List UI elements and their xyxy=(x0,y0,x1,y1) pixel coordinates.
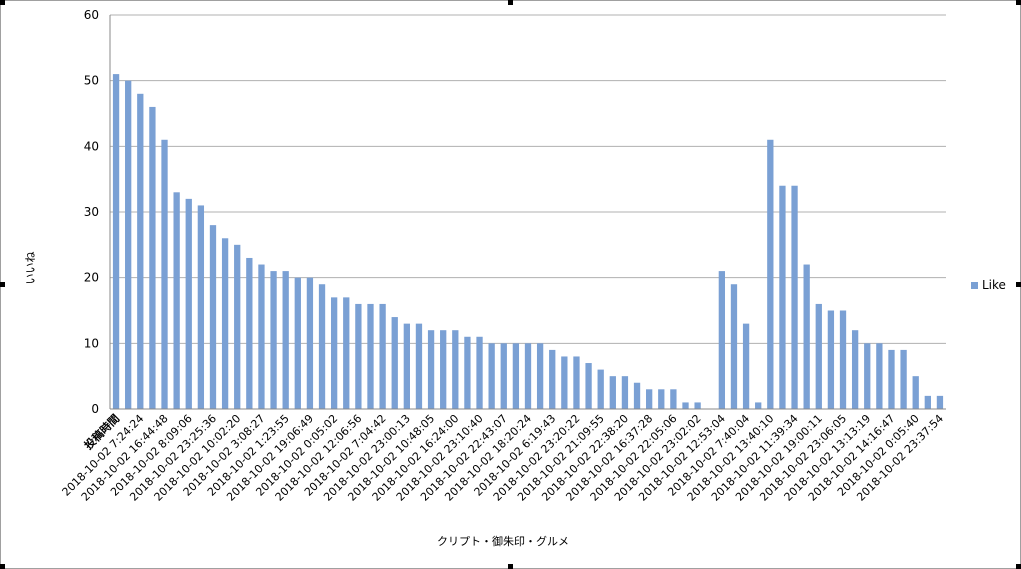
legend-label: Like xyxy=(982,278,1006,292)
bar xyxy=(900,349,907,409)
bar xyxy=(306,277,314,409)
bar xyxy=(827,310,835,409)
bar xyxy=(864,343,871,409)
bar xyxy=(585,363,592,409)
bar xyxy=(536,343,544,409)
y-tick-label: 30 xyxy=(84,205,99,219)
bars xyxy=(112,74,944,410)
legend-swatch xyxy=(971,281,978,289)
bar xyxy=(367,303,374,409)
resize-handle-left[interactable] xyxy=(0,282,5,287)
y-tick-label: 20 xyxy=(84,271,99,285)
resize-handle-bottom-left[interactable] xyxy=(0,564,5,569)
bar xyxy=(343,297,350,409)
legend: Like xyxy=(971,278,1006,292)
resize-handle-top-left[interactable] xyxy=(0,0,5,5)
y-tick-label: 50 xyxy=(84,74,99,88)
bar xyxy=(609,376,616,409)
bar xyxy=(621,376,629,409)
bar xyxy=(464,336,471,409)
bar xyxy=(330,297,338,409)
bar xyxy=(633,382,641,409)
bar xyxy=(646,389,653,409)
bar xyxy=(597,369,604,409)
bar xyxy=(767,139,774,409)
bar xyxy=(549,349,556,409)
bar xyxy=(270,271,277,409)
bar xyxy=(185,198,192,409)
bar xyxy=(815,303,822,409)
bar xyxy=(803,264,810,409)
bar xyxy=(839,310,847,409)
bar xyxy=(742,323,750,409)
bar xyxy=(500,343,507,409)
bar xyxy=(876,343,883,409)
bar xyxy=(888,349,895,409)
bar xyxy=(415,323,423,409)
bar xyxy=(403,323,410,409)
bar xyxy=(246,257,253,409)
bar xyxy=(730,284,738,409)
x-axis-title: クリプト・御朱印・グルメ xyxy=(437,534,569,548)
resize-handle-right[interactable] xyxy=(1016,282,1021,287)
y-tick-label: 40 xyxy=(84,139,99,153)
bar xyxy=(125,80,132,410)
bar xyxy=(234,244,241,409)
bar xyxy=(779,185,786,409)
bar xyxy=(694,402,701,409)
bar xyxy=(427,330,435,409)
bar xyxy=(161,139,168,409)
bar xyxy=(355,303,362,409)
bar xyxy=(573,356,580,409)
bar xyxy=(936,395,944,409)
bar xyxy=(112,74,120,409)
resize-handle-bottom-right[interactable] xyxy=(1016,564,1021,569)
bar xyxy=(791,185,798,409)
resize-handle-bottom[interactable] xyxy=(508,564,513,569)
bar xyxy=(379,303,386,409)
y-axis-title: いいね xyxy=(24,252,37,285)
bar xyxy=(318,284,326,409)
bar xyxy=(670,389,677,409)
bar xyxy=(718,271,726,409)
bar xyxy=(524,343,532,409)
bar xyxy=(851,330,859,409)
y-tick-labels: 0 10 20 30 40 50 60 xyxy=(84,8,99,416)
y-tick-label: 60 xyxy=(84,8,99,22)
bar xyxy=(912,376,919,409)
bar xyxy=(294,277,301,409)
bar xyxy=(258,264,265,409)
bar xyxy=(221,238,229,409)
bar xyxy=(452,330,459,409)
bar xyxy=(149,106,156,409)
resize-handle-top[interactable] xyxy=(508,0,513,5)
y-tick-label: 10 xyxy=(84,336,99,350)
bar xyxy=(391,317,398,409)
bar xyxy=(282,271,289,409)
bar xyxy=(512,343,520,409)
bar xyxy=(561,356,568,409)
bar xyxy=(488,343,495,409)
bar xyxy=(209,225,217,409)
bar xyxy=(924,395,931,409)
bar xyxy=(682,402,689,409)
bar xyxy=(476,336,483,409)
bar xyxy=(173,192,180,409)
bar xyxy=(658,389,665,409)
bar xyxy=(440,330,447,409)
bar xyxy=(197,205,205,409)
axes xyxy=(109,15,946,410)
bar xyxy=(755,402,762,409)
resize-handle-top-right[interactable] xyxy=(1016,0,1021,5)
bar xyxy=(137,93,144,410)
y-tick-label: 0 xyxy=(91,402,99,416)
